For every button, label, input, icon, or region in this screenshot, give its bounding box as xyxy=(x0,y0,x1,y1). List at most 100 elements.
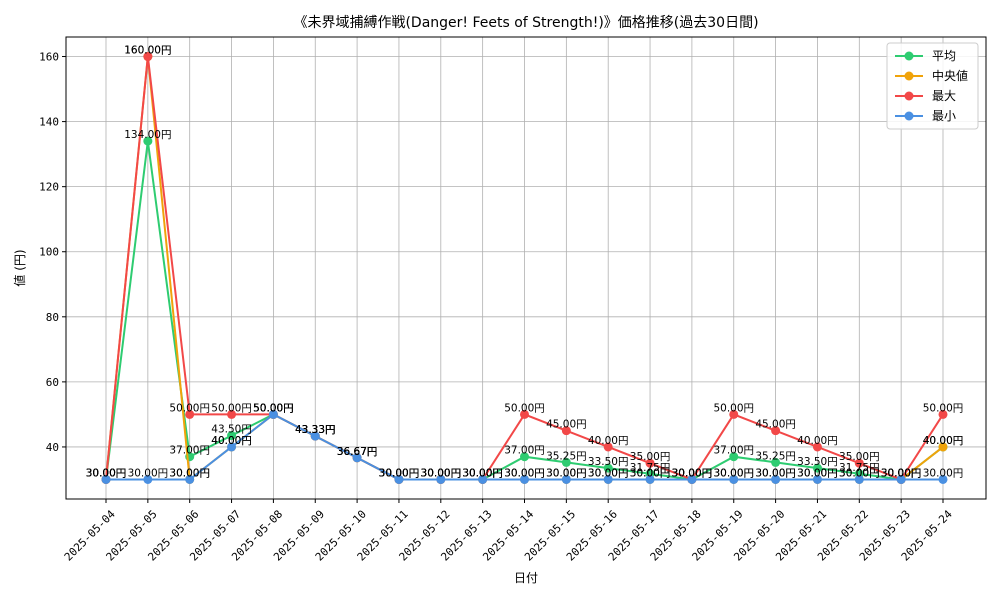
legend-marker-1 xyxy=(904,71,914,81)
series-3-point xyxy=(268,409,278,419)
data-label: 37.00円 xyxy=(504,445,545,457)
y-tick-label: 60 xyxy=(46,376,59,389)
data-label: 30.00円 xyxy=(86,467,127,479)
data-label: 30.00円 xyxy=(379,467,420,479)
data-label: 50.00円 xyxy=(169,402,210,414)
data-label: 43.33円 xyxy=(295,424,336,436)
legend-label-2: 最大 xyxy=(932,89,956,103)
data-label: 30.00円 xyxy=(797,467,838,479)
data-label: 43.50円 xyxy=(211,424,252,436)
data-label: 30.00円 xyxy=(839,467,880,479)
data-label: 30.00円 xyxy=(462,467,503,479)
data-label: 35.25円 xyxy=(546,450,587,462)
legend-marker-2 xyxy=(904,91,914,101)
data-label: 160.00円 xyxy=(124,45,171,57)
series-3-point xyxy=(603,474,613,484)
series-2-point xyxy=(603,442,613,452)
data-label: 31.75円 xyxy=(630,462,671,474)
data-label: 30.00円 xyxy=(630,467,671,479)
data-label: 30.00円 xyxy=(379,467,420,479)
data-label: 30.00円 xyxy=(504,467,545,479)
data-label: 43.33円 xyxy=(295,424,336,436)
data-label: 30.00円 xyxy=(672,467,713,479)
series-2-point xyxy=(143,52,153,62)
data-label: 35.25円 xyxy=(755,450,796,462)
data-label: 43.33円 xyxy=(295,424,336,436)
data-label: 134.00円 xyxy=(124,129,171,141)
data-label: 40.00円 xyxy=(211,435,252,447)
series-2-point xyxy=(561,426,571,436)
data-label: 36.67円 xyxy=(337,446,378,458)
data-label: 50.00円 xyxy=(253,402,294,414)
series-3-point xyxy=(352,453,362,463)
data-label: 40.00円 xyxy=(923,435,964,447)
series-0-point xyxy=(520,452,529,462)
data-label: 30.00円 xyxy=(169,467,210,479)
data-label: 30.00円 xyxy=(421,467,462,479)
series-3-point xyxy=(561,474,571,484)
series-2-point xyxy=(729,409,739,419)
series-3-point xyxy=(478,474,488,484)
series-3-point xyxy=(729,474,739,484)
series-2-point xyxy=(854,458,864,468)
y-tick-label: 40 xyxy=(46,441,59,454)
data-label: 30.00円 xyxy=(462,467,503,479)
legend-box xyxy=(886,42,979,130)
y-tick-label: 160 xyxy=(39,51,59,64)
series-3-point xyxy=(310,431,320,441)
data-label: 30.00円 xyxy=(546,467,587,479)
legend-marker-3 xyxy=(904,111,914,121)
data-label: 30.00円 xyxy=(128,467,169,479)
data-label: 30.00円 xyxy=(881,467,922,479)
series-3-point xyxy=(854,474,864,484)
series-3-point xyxy=(394,474,404,484)
series-1-point xyxy=(938,442,948,452)
data-label: 30.00円 xyxy=(504,467,545,479)
series-0-point xyxy=(812,463,822,473)
data-label: 45.00円 xyxy=(755,419,796,431)
data-label: 43.33円 xyxy=(295,424,336,436)
series-2-point xyxy=(645,458,655,468)
series-2-point xyxy=(771,426,781,436)
data-label: 30.00円 xyxy=(672,467,713,479)
data-label: 30.00円 xyxy=(462,467,503,479)
data-label: 35.00円 xyxy=(839,451,880,463)
series-2-point xyxy=(185,409,195,419)
series-0-point xyxy=(603,463,613,473)
series-3-point xyxy=(185,474,195,484)
data-label: 30.00円 xyxy=(421,467,462,479)
data-label: 40.00円 xyxy=(211,435,252,447)
series-2-point xyxy=(227,409,237,419)
y-axis-title: 値 (円) xyxy=(12,249,27,286)
data-label: 30.00円 xyxy=(797,467,838,479)
data-label: 30.00円 xyxy=(755,467,796,479)
data-label: 33.50円 xyxy=(588,456,629,468)
series-2-point xyxy=(520,409,529,419)
data-label: 30.00円 xyxy=(86,467,127,479)
legend-label-0: 平均 xyxy=(932,49,956,63)
data-label: 30.00円 xyxy=(379,467,420,479)
data-label: 30.00円 xyxy=(588,467,629,479)
series-2-point xyxy=(938,409,948,419)
data-label: 30.00円 xyxy=(839,467,880,479)
data-label: 30.00円 xyxy=(672,467,713,479)
data-label: 31.75円 xyxy=(839,462,880,474)
data-label: 40.00円 xyxy=(923,435,964,447)
data-label: 50.00円 xyxy=(253,402,294,414)
data-label: 30.00円 xyxy=(86,467,127,479)
data-label: 50.00円 xyxy=(211,402,252,414)
data-label: 30.00円 xyxy=(672,467,713,479)
data-label: 35.00円 xyxy=(630,451,671,463)
series-3-point xyxy=(227,442,237,452)
data-label: 30.00円 xyxy=(923,467,964,479)
y-tick-label: 80 xyxy=(46,311,59,324)
series-3-point xyxy=(938,474,948,484)
x-axis-title: 日付 xyxy=(514,571,538,585)
series-0-point xyxy=(729,452,739,462)
data-label: 33.50円 xyxy=(797,456,838,468)
series-0-point xyxy=(143,136,153,146)
data-label: 30.00円 xyxy=(881,467,922,479)
